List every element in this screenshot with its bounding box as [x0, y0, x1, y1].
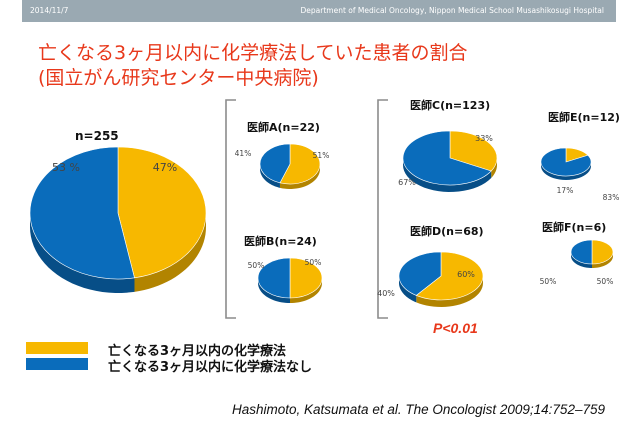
- pie-2-side-1: [258, 278, 290, 303]
- pie-5-slice-no-chemo: [540, 147, 592, 177]
- legend-swatch-no-chemo: [26, 358, 88, 370]
- pie-4-label-no-chemo: 40%: [377, 289, 395, 298]
- pie-4-side-1: [399, 276, 417, 303]
- pie-2-title: 医師B(n=24): [244, 234, 317, 248]
- pie-5-label-chemo: 17%: [557, 186, 574, 195]
- slide-title: 亡くなる3ヶ月以内に化学療法していた患者の割合: [38, 42, 468, 64]
- pie-3-slice-chemo: [449, 130, 498, 172]
- pie-0-slice-no-chemo: [29, 146, 135, 280]
- header-department: Department of Medical Oncology, Nippon M…: [300, 6, 604, 15]
- pie-6-slice-chemo: [591, 239, 614, 265]
- pie-0-label-chemo: 47%: [153, 161, 177, 174]
- pie-6-label-no-chemo: 50%: [540, 277, 557, 286]
- pie-1-label-no-chemo: 41%: [235, 149, 252, 158]
- pie-5-title: 医師E(n=12): [548, 110, 620, 124]
- pie-1-slice-chemo: [279, 143, 321, 185]
- pie-2-label-chemo: 50%: [305, 258, 322, 267]
- pie-3-label-no-chemo: 67%: [398, 178, 416, 187]
- pie-1-side-0: [279, 164, 320, 189]
- pie-1-label-chemo: 51%: [313, 151, 330, 160]
- pie-4-title: 医師D(n=68): [410, 224, 484, 238]
- pie-3-side-1: [403, 158, 492, 192]
- pie-1-title: 医師A(n=22): [247, 120, 320, 134]
- pie-4-slice-chemo: [415, 251, 484, 301]
- pie-0-side-0: [134, 213, 206, 292]
- pie-6-slice-no-chemo: [570, 239, 593, 265]
- pie-0-slice-chemo: [117, 146, 207, 279]
- pie-2-slice-chemo: [289, 257, 323, 299]
- header-date: 2014/11/7: [30, 6, 69, 15]
- pie-5-side-1: [541, 162, 591, 180]
- pie-3-side-0: [491, 158, 497, 179]
- pie-3-slice-no-chemo: [402, 130, 492, 186]
- legend-label-chemo: 亡くなる3ヶ月以内の化学療法: [108, 344, 287, 359]
- pie-2-label-no-chemo: 50%: [248, 261, 265, 270]
- pie-6-side-1: [571, 252, 592, 268]
- pie-4-side-0: [416, 276, 483, 307]
- pie-6-side-0: [592, 252, 613, 268]
- pie-1-slice-no-chemo: [259, 143, 291, 184]
- pie-2-side-0: [290, 278, 322, 303]
- bracket-0: [225, 99, 236, 319]
- pie-6-label-chemo: 50%: [597, 277, 614, 286]
- p-value: P<0.01: [433, 320, 478, 336]
- legend-label-no-chemo: 亡くなる3ヶ月以内に化学療法なし: [108, 360, 313, 375]
- pie-0-title: n=255: [75, 129, 119, 143]
- pie-4-label-chemo: 60%: [457, 270, 475, 279]
- citation: Hashimoto, Katsumata et al. The Oncologi…: [232, 402, 605, 417]
- pie-1-side-1: [260, 164, 280, 188]
- pie-3-title: 医師C(n=123): [410, 98, 490, 112]
- pie-6-title: 医師F(n=6): [542, 220, 606, 234]
- bracket-1: [377, 99, 388, 319]
- legend-swatch-chemo: [26, 342, 88, 354]
- pie-3-label-chemo: 33%: [475, 134, 493, 143]
- pie-2-slice-no-chemo: [257, 257, 291, 299]
- pie-0-side-1: [30, 213, 135, 293]
- header-bar: [22, 0, 616, 22]
- pie-0-label-no-chemo: 53 %: [52, 161, 80, 174]
- slide-subtitle: (国立がん研究センター中央病院): [38, 67, 319, 89]
- pie-5-label-no-chemo: 83%: [603, 193, 620, 202]
- pie-4-slice-no-chemo: [398, 251, 442, 296]
